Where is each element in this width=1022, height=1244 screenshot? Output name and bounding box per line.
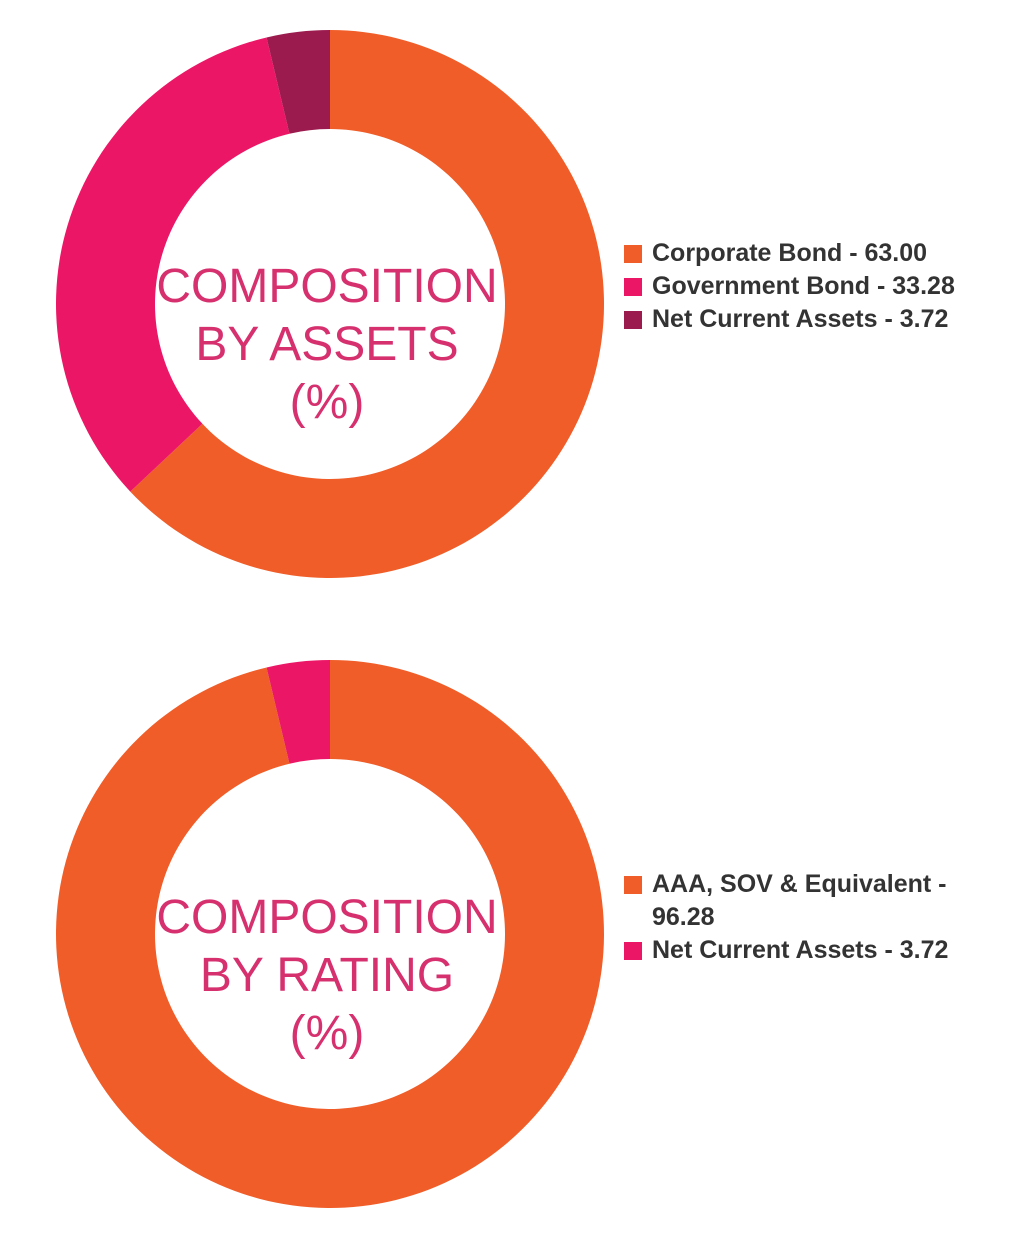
legend-item-net-current-assets: Net Current Assets - 3.72 [624,934,1014,967]
legend-item-corporate-bond: Corporate Bond - 63.00 [624,237,1014,270]
rating-donut [56,660,604,1208]
legend-item-net-current-assets: Net Current Assets - 3.72 [624,303,1014,336]
rating-center-label: COMPOSITION BY RATING (%) [137,889,517,1063]
composition-by-assets-chart: COMPOSITION BY ASSETS (%) Corporate Bond… [0,0,1022,620]
rating-center-line-1: COMPOSITION [156,891,498,944]
rating-center-line-3: (%) [289,1007,365,1060]
assets-legend: Corporate Bond - 63.00 Government Bond -… [624,237,1014,336]
donut-slice-0 [130,30,605,578]
rating-center-line-2: BY RATING [199,949,455,1002]
legend-swatch [624,278,642,296]
legend-label: AAA, SOV & Equivalent - 96.28 [652,870,947,931]
donut-slice-1 [55,37,290,492]
donut-slice-0 [56,660,604,1208]
legend-item-government-bond: Government Bond - 33.28 [624,270,1014,303]
rating-legend: AAA, SOV & Equivalent - 96.28 Net Curren… [624,868,1014,967]
legend-label: Net Current Assets - 3.72 [652,936,949,964]
legend-swatch [624,245,642,263]
assets-center-line-2: BY ASSETS [195,318,459,371]
legend-label: Corporate Bond - 63.00 [652,239,928,267]
legend-swatch [624,876,642,894]
donut-slice-1 [266,660,330,764]
assets-center-line-3: (%) [289,376,365,429]
composition-by-rating-chart: COMPOSITION BY RATING (%) AAA, SOV & Equ… [0,630,1022,1244]
assets-donut [55,30,605,578]
legend-label: Net Current Assets - 3.72 [652,305,949,333]
assets-center-line-1: COMPOSITION [156,260,498,313]
legend-swatch [624,311,642,329]
legend-item-aaa-sov-equivalent: AAA, SOV & Equivalent - 96.28 [624,868,1014,934]
donut-slice-2 [266,30,330,134]
assets-center-label: COMPOSITION BY ASSETS (%) [137,258,517,432]
legend-label: Government Bond - 33.28 [652,272,955,300]
legend-swatch [624,942,642,960]
